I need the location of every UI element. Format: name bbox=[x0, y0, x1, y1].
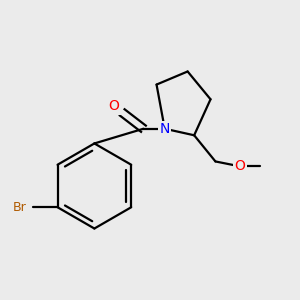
Text: O: O bbox=[109, 100, 119, 113]
Text: Br: Br bbox=[12, 201, 26, 214]
Text: O: O bbox=[235, 159, 245, 173]
Text: N: N bbox=[160, 122, 170, 136]
